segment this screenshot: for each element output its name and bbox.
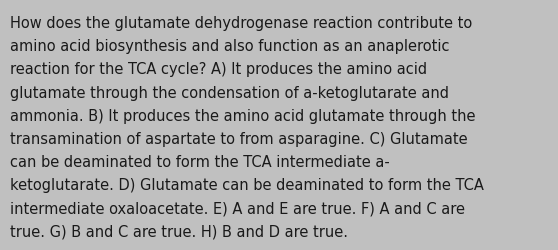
Text: amino acid biosynthesis and also function as an anaplerotic: amino acid biosynthesis and also functio… xyxy=(10,39,450,54)
Text: can be deaminated to form the TCA intermediate a-: can be deaminated to form the TCA interm… xyxy=(10,154,390,169)
Text: transamination of aspartate to from asparagine. C) Glutamate: transamination of aspartate to from aspa… xyxy=(10,131,468,146)
Text: glutamate through the condensation of a-ketoglutarate and: glutamate through the condensation of a-… xyxy=(10,85,449,100)
Text: How does the glutamate dehydrogenase reaction contribute to: How does the glutamate dehydrogenase rea… xyxy=(10,16,472,31)
Text: true. G) B and C are true. H) B and D are true.: true. G) B and C are true. H) B and D ar… xyxy=(10,223,348,238)
Text: ammonia. B) It produces the amino acid glutamate through the: ammonia. B) It produces the amino acid g… xyxy=(10,108,475,123)
Text: intermediate oxaloacetate. E) A and E are true. F) A and C are: intermediate oxaloacetate. E) A and E ar… xyxy=(10,200,465,215)
Text: ketoglutarate. D) Glutamate can be deaminated to form the TCA: ketoglutarate. D) Glutamate can be deami… xyxy=(10,177,484,192)
Text: reaction for the TCA cycle? A) It produces the amino acid: reaction for the TCA cycle? A) It produc… xyxy=(10,62,427,77)
